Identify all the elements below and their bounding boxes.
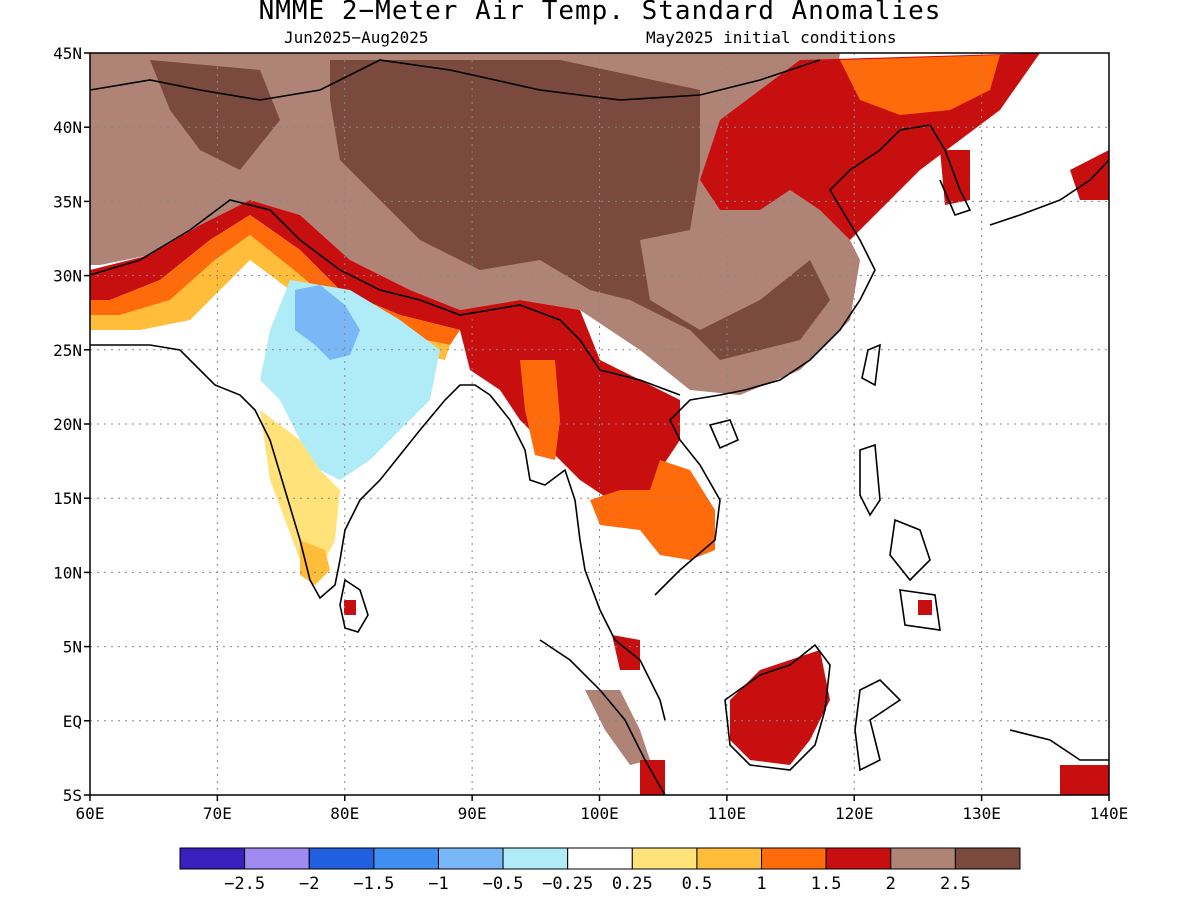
lat-tick-label: 25N [53, 341, 82, 360]
border-china-north [90, 59, 821, 101]
lat-tick-label: EQ [63, 712, 82, 731]
colorbar [179, 847, 1021, 870]
initial-conditions: May2025 initial conditions [646, 28, 897, 47]
colorbar-swatch [631, 847, 698, 870]
colorbar-swatch [179, 847, 246, 870]
coastline-india [90, 344, 491, 600]
coastline-hainan [708, 419, 740, 450]
lon-tick-label: 140E [1090, 804, 1129, 823]
colorbar-swatch [890, 847, 956, 870]
lon-tick-label: 100E [580, 804, 619, 823]
anomaly-region-himalaya [90, 200, 580, 345]
coastline-sulawesi [854, 679, 902, 772]
lat-tick-label: 5N [63, 638, 82, 657]
lat-tick-label: 15N [53, 489, 82, 508]
anomaly-region-new-guinea [1060, 765, 1109, 795]
colorbar-label: −2 [299, 874, 319, 894]
anomaly-region-thailand-orange [590, 460, 715, 560]
anomaly-region-northwest [150, 60, 280, 170]
border-himalaya [90, 199, 681, 396]
anomaly-region-sumatra [585, 690, 650, 765]
lat-tick-label: 45N [53, 44, 82, 63]
colorbar-swatch [373, 847, 439, 870]
lon-tick-label: 80E [330, 804, 359, 823]
anomaly-region-tibet [330, 60, 830, 360]
colorbar-swatch [308, 847, 375, 870]
lat-tick-label: 40N [53, 118, 82, 137]
longitude-labels: 60E 70E 80E 90E 100E 110E 120E 130E 140E [76, 795, 1129, 823]
colorbar-swatch [567, 847, 633, 870]
latitude-labels: 45N 40N 35N 30N 25N 20N 15N 10N 5N EQ 5S [53, 44, 90, 805]
colorbar-label: −0.25 [542, 874, 593, 894]
colorbar-swatch [954, 847, 1021, 870]
anomaly-region-philippines [918, 600, 932, 615]
colorbar-label: 2 [886, 874, 896, 894]
colorbar-label: 1 [756, 874, 766, 894]
colorbar-swatch [244, 847, 310, 870]
colorbar-label: 0.5 [682, 874, 713, 894]
anomaly-region-indochina [460, 310, 680, 500]
coastline-vietnam [654, 124, 931, 596]
coastline-indochina [489, 394, 666, 721]
anomaly-region-india-orange [300, 540, 330, 585]
colorbar-label: −1 [428, 874, 448, 894]
anomaly-region-sri-lanka [344, 600, 356, 615]
map-title: NMME 2−Meter Air Temp. Standard Anomalie… [258, 0, 942, 26]
colorbar-label: 0.25 [612, 874, 653, 894]
colorbar-label: −2.5 [224, 874, 265, 894]
lat-tick-label: 5S [63, 786, 82, 805]
lat-tick-label: 10N [53, 563, 82, 582]
coastline-sumatra [539, 639, 666, 795]
colorbar-label: 1.5 [811, 874, 842, 894]
lon-tick-label: 60E [76, 804, 105, 823]
colorbar-swatch [761, 847, 827, 870]
coastline-korea [929, 124, 972, 216]
anomaly-region-india-yellow [260, 410, 340, 570]
graticule [90, 53, 1109, 795]
colorbar-swatch [502, 847, 569, 870]
anomaly-region-myanmar-orange [520, 360, 560, 460]
coastline-taiwan [861, 343, 881, 387]
colorbar-swatch [437, 847, 504, 870]
colorbar-label: 2.5 [940, 874, 971, 894]
anomaly-region-india-blue [295, 285, 360, 360]
anomaly-field [90, 53, 1109, 795]
coastlines [90, 59, 1109, 795]
coastline-new-guinea [1009, 729, 1109, 761]
colorbar-swatch [825, 847, 892, 870]
lon-tick-label: 90E [458, 804, 487, 823]
colorbar-label: −0.5 [483, 874, 524, 894]
lon-tick-label: 70E [203, 804, 232, 823]
coastline-sri-lanka [339, 578, 369, 633]
coastline-japan [989, 159, 1109, 226]
lon-tick-label: 120E [835, 804, 874, 823]
colorbar-labels: −2.5 −2 −1.5 −1 −0.5 −0.25 0.25 0.5 1 1.5 2 2.5 [224, 874, 971, 894]
lat-tick-label: 30N [53, 267, 82, 286]
lat-tick-label: 35N [53, 192, 82, 211]
anomaly-region-sumatra-south [640, 760, 665, 795]
colorbar-label: −1.5 [353, 874, 394, 894]
lat-tick-label: 20N [53, 415, 82, 434]
colorbar-swatch [696, 847, 763, 870]
anomaly-region-manchuria [840, 55, 1000, 115]
forecast-period: Jun2025−Aug2025 [284, 28, 429, 47]
lon-tick-label: 110E [708, 804, 747, 823]
coastline-borneo [724, 643, 831, 771]
lon-tick-label: 130E [962, 804, 1001, 823]
coastline-philippines [859, 443, 941, 631]
